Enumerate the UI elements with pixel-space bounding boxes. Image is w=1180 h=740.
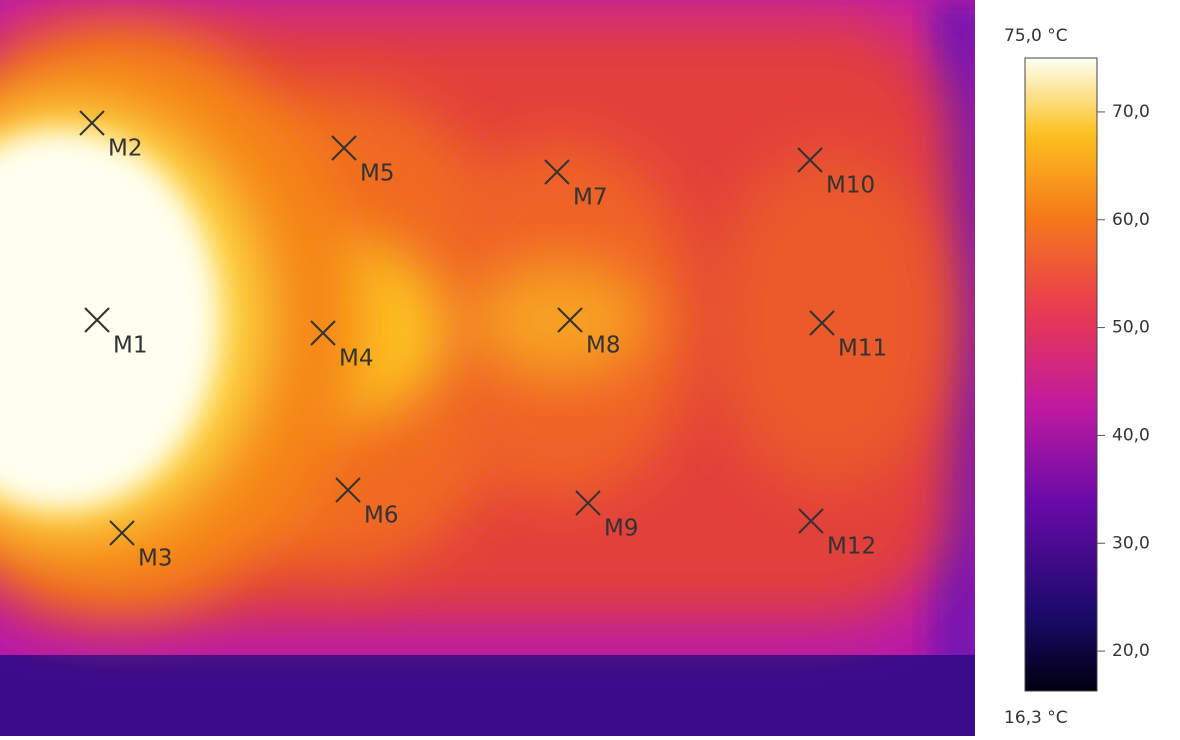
marker-label: M8 [586, 333, 620, 359]
marker-label: M1 [113, 333, 147, 359]
tick-label: 70,0 [1112, 102, 1150, 122]
marker-label: M7 [573, 185, 607, 211]
marker-label: M10 [826, 173, 875, 199]
color-scale: 75,0 °C 16,3 °C 70,0 60,0 50,0 40,0 30,0 20,0 [1004, 26, 1150, 728]
tick-label: 60,0 [1112, 210, 1150, 230]
marker-label: M9 [604, 516, 638, 542]
tick-label: 20,0 [1112, 641, 1150, 661]
color-bar [1025, 58, 1097, 691]
marker-label: M6 [364, 503, 398, 529]
marker-label: M2 [108, 136, 142, 162]
marker-label: M3 [138, 546, 172, 572]
scale-min: 16,3 °C [1004, 708, 1068, 728]
marker-label: M4 [339, 346, 373, 372]
marker-label: M12 [827, 534, 876, 560]
thermal-image [0, 0, 990, 736]
marker-label: M5 [360, 161, 394, 187]
tick-label: 50,0 [1112, 318, 1150, 338]
scale-max: 75,0 °C [1004, 26, 1068, 46]
marker-label: M11 [838, 336, 887, 362]
tick-label: 30,0 [1112, 533, 1150, 553]
thermal-view: M1 M2 M3 M4 M5 M6 M7 M8 M9 M10 M11 M12 75,0 °C 16,3… [0, 0, 1180, 736]
tick-label: 40,0 [1112, 425, 1150, 445]
